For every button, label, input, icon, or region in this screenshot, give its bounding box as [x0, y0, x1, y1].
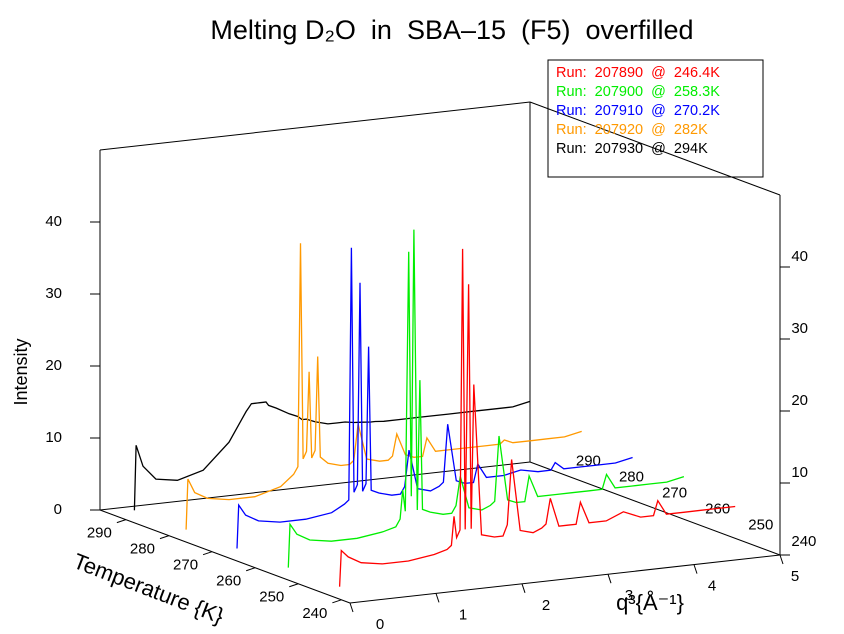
y-tick-label: 290 — [87, 525, 112, 542]
x-tick — [693, 564, 698, 574]
t-tick — [116, 519, 127, 524]
x-tick-label: 0 — [376, 616, 384, 633]
t-tick — [202, 551, 213, 556]
x-tick — [607, 574, 612, 584]
box-edge — [99, 509, 351, 604]
t-tick — [159, 535, 170, 540]
box-edge — [99, 461, 531, 511]
y-tick-label: 270 — [173, 557, 198, 574]
legend-entry: Run: 207930 @ 294K — [556, 141, 708, 157]
y-tick-label: 250 — [259, 589, 284, 606]
series-line — [133, 400, 531, 511]
x-tick-label: 1 — [459, 606, 467, 623]
y-tick-label: 240 — [791, 533, 816, 550]
x-tick — [779, 554, 784, 565]
y-tick-label: 240 — [302, 605, 327, 622]
y-tick-label: 260 — [216, 573, 241, 590]
x-tick — [521, 583, 526, 593]
legend-box — [547, 59, 764, 178]
z-tick-label: 10 — [45, 429, 62, 446]
t-tick — [246, 567, 256, 572]
y-tick-label: 250 — [748, 517, 773, 534]
x-tick — [435, 593, 440, 603]
z-tick-label: 10 — [791, 464, 808, 481]
y-tick-label: 270 — [662, 485, 687, 502]
t-tick — [332, 599, 342, 604]
z-tick-label: 30 — [791, 320, 808, 337]
x-tick-label: 3 — [625, 587, 633, 604]
t-tick — [289, 583, 299, 588]
legend-entry: Run: 207900 @ 258.3K — [556, 84, 720, 100]
z-tick-label: 0 — [54, 501, 62, 518]
y-tick-label: 280 — [619, 469, 644, 486]
box-edge — [349, 554, 781, 604]
z-tick-label: 30 — [45, 285, 62, 302]
series-line — [185, 243, 582, 530]
series-line — [338, 248, 736, 587]
x-tick-label: 2 — [542, 597, 550, 614]
box-edge — [99, 101, 531, 151]
x-tick — [349, 602, 354, 613]
series-line — [236, 247, 633, 549]
x-tick-label: 5 — [791, 568, 799, 585]
series-line — [287, 229, 685, 568]
z-axis-title: Intensity — [11, 338, 31, 405]
z-tick-label: 40 — [791, 248, 808, 265]
t-axis-title: Temperature {K} — [70, 548, 227, 628]
legend-entry: Run: 207910 @ 270.2K — [556, 103, 720, 119]
z-tick-label: 40 — [45, 213, 62, 230]
x-axis-title: q³{Å⁻¹} — [616, 590, 684, 615]
y-tick-label: 260 — [705, 501, 730, 518]
z-tick-label: 20 — [791, 392, 808, 409]
legend-entry: Run: 207890 @ 246.4K — [556, 65, 720, 81]
box-edge — [529, 101, 781, 196]
z-tick-label: 20 — [45, 357, 62, 374]
chart-title: Melting D₂O in SBA–15 (F5) overfilled — [210, 15, 693, 45]
x-tick-label: 4 — [708, 578, 716, 595]
y-tick-label: 280 — [130, 541, 155, 558]
legend-entry: Run: 207920 @ 282K — [556, 122, 708, 138]
